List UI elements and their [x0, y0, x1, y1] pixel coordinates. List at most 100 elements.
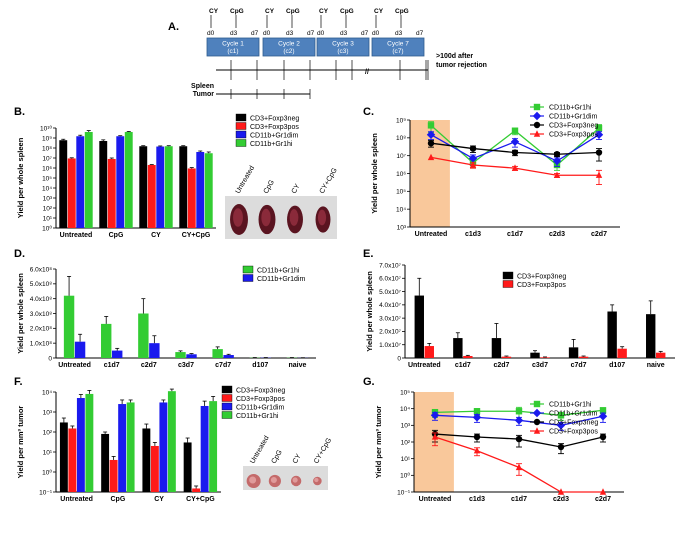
x-tick-label: c1d7 — [104, 362, 120, 369]
y-tick-label: 10⁷ — [396, 153, 406, 160]
day-label: d0 — [317, 30, 325, 37]
y-tick-label: 10⁴ — [400, 406, 410, 413]
bar — [501, 356, 512, 358]
y-tick-label: 10⁴ — [42, 389, 52, 396]
bar — [138, 313, 149, 358]
day-label: d0 — [372, 30, 380, 37]
legend-label: CD11b+Gr1dim — [236, 405, 284, 412]
day-label: d3 — [395, 30, 403, 37]
bar — [124, 131, 133, 228]
panel-c: C. Yield per whole spleen 10³ 10⁴ 10⁵ 10⁶ 10⁷… — [363, 103, 620, 238]
legend-swatch — [242, 265, 254, 274]
legend-swatch — [502, 280, 514, 288]
y-tick-label: 5.0x10⁷ — [379, 289, 402, 296]
y-tick-label: 10¹ — [43, 449, 53, 456]
x-tick-label: c3d7 — [532, 362, 548, 369]
bar — [192, 488, 201, 492]
bar — [453, 338, 463, 358]
y-tick-label: 1.0x10⁸ — [30, 340, 53, 347]
x-tick-label: c1d3 — [465, 231, 481, 238]
spleen-highlight — [289, 209, 299, 226]
bar — [67, 158, 76, 228]
legend-label: CD3+Foxp3pos — [549, 132, 598, 139]
x-tick-label: c2d7 — [595, 496, 611, 503]
legend-marker — [532, 111, 542, 121]
y-tick-label: 0 — [48, 355, 52, 362]
bar — [101, 433, 110, 492]
x-tick-label: c2d7 — [493, 362, 509, 369]
x-tick-label: naive — [647, 362, 665, 369]
legend-swatch — [221, 402, 233, 411]
bar — [607, 311, 617, 358]
y-tick-label: 10³ — [397, 224, 407, 231]
panel-label-f: F. — [14, 376, 23, 388]
legend-label: CD3+Foxp3pos — [517, 282, 566, 289]
data-point — [511, 149, 519, 156]
data-point — [426, 130, 436, 139]
legend-label: CD11b+Gr1dim — [250, 133, 298, 140]
y-tick-label: 10¹⁰ — [40, 124, 52, 132]
photo-label: CpG — [263, 179, 276, 195]
bar — [167, 391, 176, 492]
bar — [107, 158, 116, 228]
day-label: d7 — [416, 30, 424, 37]
data-point — [595, 149, 603, 156]
bar — [568, 347, 579, 358]
after-label-line2: tumor rejection — [436, 62, 487, 69]
photo-label: CY+CpG — [319, 167, 339, 195]
spleen-highlight — [317, 209, 327, 226]
bar — [187, 168, 196, 228]
bar — [76, 398, 85, 492]
after-label-line1: >100d after — [436, 53, 473, 60]
y-tick-label: 10⁶ — [396, 171, 406, 178]
panel-label-a: A. — [168, 21, 179, 33]
x-tick-label: CY — [154, 496, 164, 503]
day-label: d7 — [251, 30, 259, 37]
x-tick-label: c1d7 — [511, 496, 527, 503]
x-tick-label: c1d7 — [455, 362, 471, 369]
bar — [223, 355, 234, 358]
legend-label: CD3+Foxp3neg — [549, 420, 598, 427]
data-point — [468, 154, 478, 163]
y-tick-label: 10⁻¹ — [397, 489, 411, 496]
x-tick-label: c1d3 — [469, 496, 485, 503]
cycle-box — [206, 37, 260, 57]
x-tick-label: c1d7 — [507, 231, 523, 238]
bar — [68, 428, 77, 492]
bar — [150, 445, 159, 492]
legend-swatch — [221, 394, 233, 402]
data-point — [595, 124, 603, 132]
y-tick-label: 10⁹ — [42, 135, 52, 142]
x-tick-label: CY+CpG — [182, 232, 211, 239]
legend-swatch — [235, 113, 247, 122]
data-point — [514, 416, 524, 425]
panel-g: G. Yield per mm³ tumor 10⁻¹ 10⁰ 10¹ 10² 10³ 10… — [363, 376, 624, 503]
cycle-label: Cycle 1 — [222, 41, 244, 48]
y-tick-label: 10⁰ — [42, 468, 52, 476]
x-tick-label: c2d7 — [141, 362, 157, 369]
bar — [76, 136, 85, 228]
bar — [175, 352, 186, 358]
bar — [200, 405, 209, 492]
legend-marker — [533, 427, 541, 434]
y-axis-label: Yield per mm³ tumor — [374, 406, 383, 479]
y-axis-label: Yield per whole spleen — [365, 271, 374, 352]
legend-label: CD11b+Gr1hi — [250, 141, 293, 148]
bar — [424, 346, 434, 358]
y-tick-label: 10⁵ — [396, 189, 406, 196]
x-tick-label: CY+CpG — [186, 496, 215, 503]
bar — [116, 136, 125, 228]
y-tick-label: 10³ — [43, 409, 53, 416]
cycle-box — [371, 37, 425, 57]
bar — [179, 146, 188, 228]
y-tick-label: 10⁸ — [396, 135, 406, 142]
x-tick-label: c3d7 — [178, 362, 194, 369]
data-point — [473, 447, 481, 454]
legend-swatch — [235, 130, 247, 139]
data-point — [469, 145, 477, 152]
legend-label: CD11b+Gr1hi — [257, 268, 300, 275]
y-tick-label: 10⁵ — [400, 389, 410, 396]
y-tick-label: 10⁹ — [396, 117, 406, 124]
day-label: d7 — [361, 30, 369, 37]
y-tick-label: 10³ — [43, 195, 53, 202]
